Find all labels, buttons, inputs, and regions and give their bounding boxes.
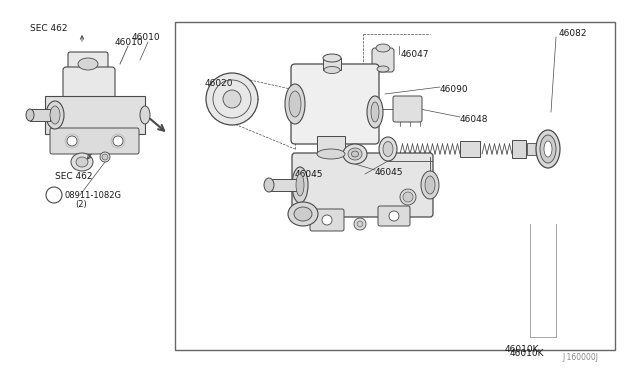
FancyBboxPatch shape [50,128,139,154]
Ellipse shape [223,90,241,108]
Circle shape [102,154,108,160]
Ellipse shape [351,151,358,157]
Ellipse shape [71,153,93,171]
Text: J 160000J: J 160000J [562,353,598,362]
Circle shape [113,136,123,146]
Ellipse shape [376,44,390,52]
Text: 08911-1082G: 08911-1082G [64,190,121,199]
Bar [269,179,297,191]
FancyBboxPatch shape [372,48,394,72]
Ellipse shape [343,144,367,164]
Circle shape [100,152,110,162]
Circle shape [46,187,62,203]
Text: 46090: 46090 [440,84,468,93]
Text: (2): (2) [75,199,87,208]
Bar [323,58,341,70]
Text: 46010: 46010 [115,38,143,46]
Text: 46082: 46082 [559,29,588,38]
FancyBboxPatch shape [310,209,344,231]
Ellipse shape [206,73,258,125]
Ellipse shape [421,171,439,199]
FancyBboxPatch shape [291,64,379,144]
Ellipse shape [296,174,304,196]
Circle shape [357,221,363,227]
Ellipse shape [76,157,88,167]
Bar [30,109,50,121]
Ellipse shape [317,149,345,159]
Bar [527,143,537,155]
Ellipse shape [285,84,305,124]
Text: SEC 462: SEC 462 [30,23,67,32]
Ellipse shape [78,58,98,70]
Ellipse shape [324,67,340,74]
Ellipse shape [323,54,341,62]
Circle shape [322,215,332,225]
Ellipse shape [288,202,318,226]
Ellipse shape [348,148,362,160]
Ellipse shape [50,106,60,124]
Text: 46010K: 46010K [509,350,544,359]
Bar [175,22,615,350]
Text: 46010K: 46010K [505,346,540,355]
Circle shape [354,218,366,230]
Bar [460,141,480,157]
Ellipse shape [289,91,301,117]
FancyBboxPatch shape [63,67,115,105]
Text: N: N [51,190,58,199]
Ellipse shape [544,141,552,157]
Circle shape [67,136,77,146]
FancyBboxPatch shape [68,52,108,76]
Text: 46045: 46045 [375,167,403,176]
Ellipse shape [46,101,64,129]
Ellipse shape [377,66,389,72]
Circle shape [389,211,399,221]
Ellipse shape [379,137,397,161]
Ellipse shape [536,130,560,168]
FancyBboxPatch shape [378,206,410,226]
Ellipse shape [292,167,308,203]
Text: 46047: 46047 [401,49,429,58]
Circle shape [400,189,416,205]
Ellipse shape [26,109,34,121]
Ellipse shape [294,207,312,221]
Circle shape [403,192,413,202]
Text: 46010: 46010 [132,32,161,42]
Text: 46045: 46045 [295,170,323,179]
Bar [45,96,145,134]
Ellipse shape [371,102,379,122]
Ellipse shape [383,141,393,157]
Bar [317,136,345,154]
Ellipse shape [367,96,383,128]
Ellipse shape [264,178,274,192]
FancyBboxPatch shape [292,153,433,217]
Text: 46020: 46020 [205,78,234,87]
Text: 46048: 46048 [460,115,488,124]
Bar [512,140,526,158]
Ellipse shape [425,176,435,194]
Ellipse shape [140,106,150,124]
Ellipse shape [540,135,556,163]
Text: SEC 462: SEC 462 [55,171,93,180]
FancyBboxPatch shape [393,96,422,122]
